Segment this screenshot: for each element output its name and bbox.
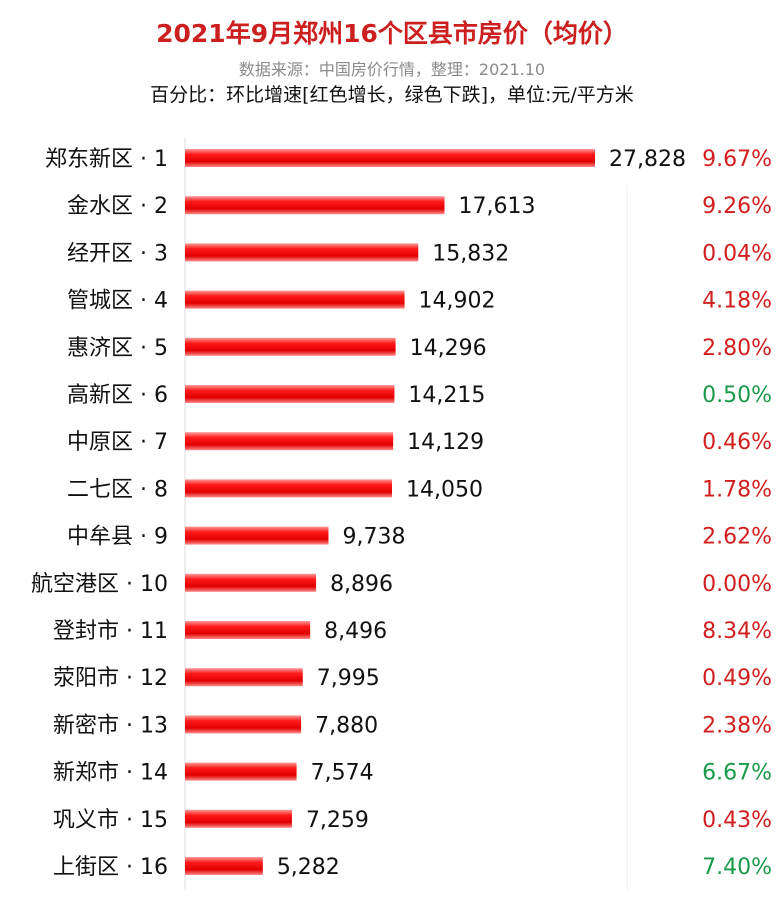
category-label: 登封市 · 11 xyxy=(53,619,168,644)
value-label: 17,613 xyxy=(458,194,535,219)
value-label: 7,259 xyxy=(306,808,369,833)
value-label: 7,880 xyxy=(315,713,378,738)
change-label: 9.67% xyxy=(702,147,772,172)
bar xyxy=(185,668,303,687)
value-label: 14,215 xyxy=(408,383,485,408)
bar xyxy=(185,432,394,451)
value-label: 8,896 xyxy=(330,572,393,597)
change-label: 1.78% xyxy=(702,477,772,502)
change-label: 4.18% xyxy=(702,289,772,314)
value-label: 14,296 xyxy=(410,336,487,361)
change-label: 7.40% xyxy=(702,855,772,880)
change-label: 2.62% xyxy=(702,525,772,550)
bar xyxy=(185,385,395,403)
category-label: 惠济区 · 5 xyxy=(67,336,168,361)
value-label: 8,496 xyxy=(324,619,387,644)
change-label: 8.34% xyxy=(702,619,772,644)
bar xyxy=(185,290,405,309)
chart-note: 百分比：环比增速[红色增长，绿色下跌]，单位:元/平方米 xyxy=(150,84,634,106)
change-label: 0.49% xyxy=(702,666,772,691)
change-label: 2.80% xyxy=(702,336,772,361)
change-label: 0.04% xyxy=(702,241,772,266)
bar xyxy=(185,149,595,167)
chart-subtitle: 数据来源：中国房价行情，整理：2021.10 xyxy=(238,60,546,79)
bar xyxy=(185,526,329,545)
value-label: 7,574 xyxy=(311,761,374,786)
value-label: 14,050 xyxy=(406,477,483,502)
category-label: 巩义市 · 15 xyxy=(53,808,168,833)
category-label: 中原区 · 7 xyxy=(67,430,168,455)
value-label: 27,828 xyxy=(609,147,686,172)
bar xyxy=(185,243,419,262)
value-label: 5,282 xyxy=(277,855,340,880)
bar xyxy=(185,809,292,828)
category-label: 二七区 · 8 xyxy=(67,477,168,502)
bar xyxy=(185,479,393,498)
value-label: 7,995 xyxy=(317,666,380,691)
change-label: 0.00% xyxy=(702,572,772,597)
bar xyxy=(185,337,396,356)
change-label: 0.43% xyxy=(702,808,772,833)
change-label: 2.38% xyxy=(702,713,772,738)
value-label: 14,129 xyxy=(407,430,484,455)
value-label: 15,832 xyxy=(432,241,509,266)
category-label: 上街区 · 16 xyxy=(53,855,168,880)
category-label: 新郑市 · 14 xyxy=(53,761,168,786)
value-label: 14,902 xyxy=(419,289,496,314)
category-label: 经开区 · 3 xyxy=(67,241,168,266)
category-label: 高新区 · 6 xyxy=(67,383,168,408)
category-label: 中牟县 · 9 xyxy=(67,525,168,550)
bar xyxy=(185,573,317,592)
change-label: 0.50% xyxy=(702,383,772,408)
category-label: 金水区 · 2 xyxy=(67,194,168,219)
category-label: 管城区 · 4 xyxy=(67,289,168,314)
change-label: 6.67% xyxy=(702,761,772,786)
change-label: 9.26% xyxy=(702,194,772,219)
category-label: 航空港区 · 10 xyxy=(31,572,168,597)
category-label: 荥阳市 · 12 xyxy=(53,666,168,691)
bar xyxy=(185,621,311,639)
bar xyxy=(185,857,263,875)
category-label: 郑东新区 · 1 xyxy=(45,147,168,172)
bar xyxy=(185,762,297,781)
chart-title: 2021年9月郑州16个区县市房价（均价） xyxy=(156,19,628,48)
change-label: 0.46% xyxy=(702,430,772,455)
category-label: 新密市 · 13 xyxy=(53,713,168,738)
value-label: 9,738 xyxy=(342,525,405,550)
bar xyxy=(185,715,302,734)
bar xyxy=(185,196,445,215)
